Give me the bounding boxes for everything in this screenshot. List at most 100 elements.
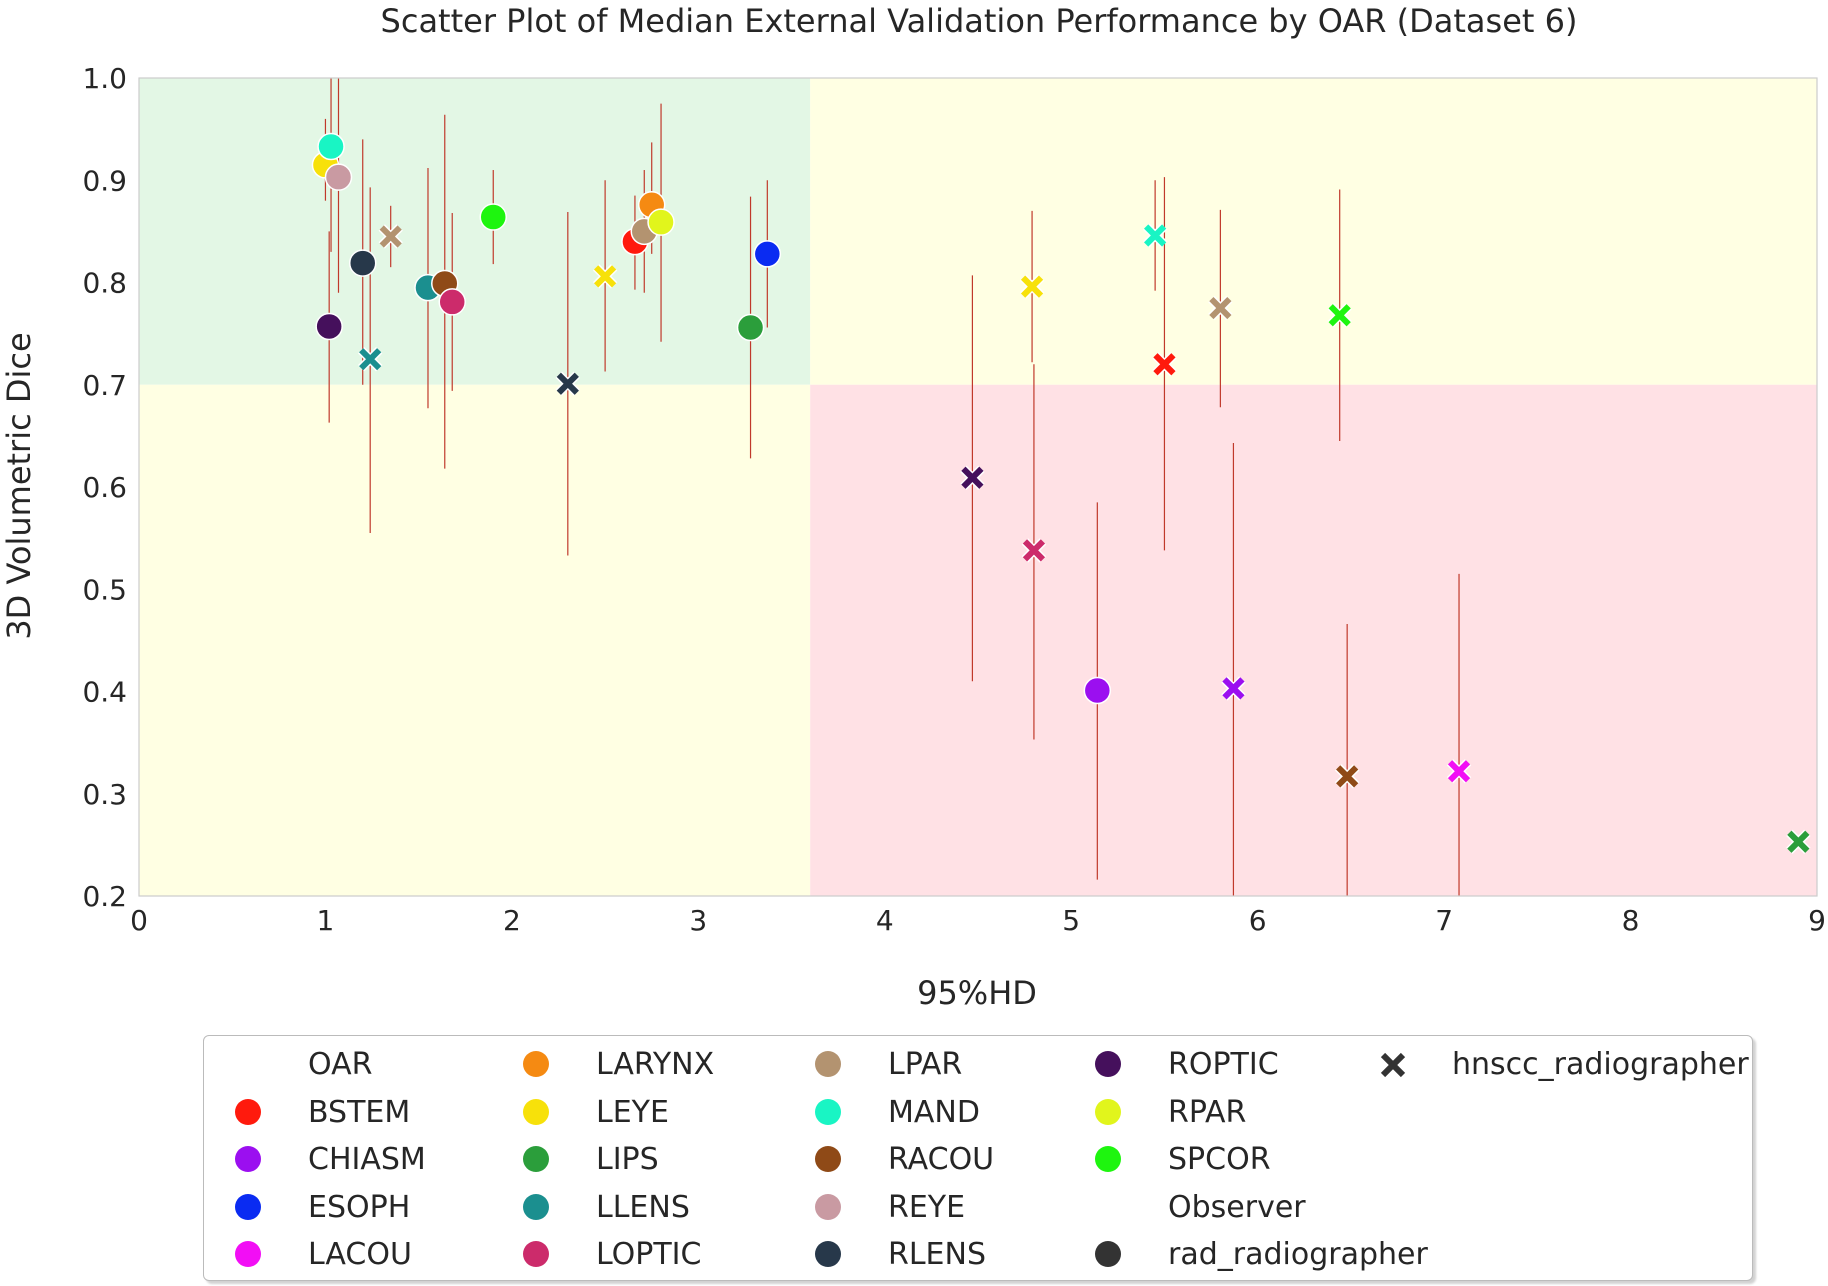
legend-marker-lpar bbox=[815, 1051, 843, 1079]
point-spcor-rad bbox=[479, 203, 507, 231]
legend-entry: rad_radiographer bbox=[1064, 1231, 1428, 1279]
point-llens-hnscc bbox=[358, 347, 383, 372]
legend-marker-loptic bbox=[523, 1241, 551, 1269]
legend-entry: LEYE bbox=[492, 1089, 792, 1137]
point-bstem-hnscc bbox=[1152, 352, 1177, 377]
legend-entry: RPAR bbox=[1064, 1089, 1364, 1137]
data-points bbox=[311, 132, 1811, 854]
y-tick-label: 0.9 bbox=[82, 164, 127, 197]
legend-label: rad_radiographer bbox=[1168, 1237, 1428, 1272]
legend: OAR BSTEM CHIASM ESOPH LACOU LARYNX LEYE LIPS LL… bbox=[203, 1035, 1753, 1281]
legend-label: MAND bbox=[888, 1094, 980, 1130]
legend-marker-esoph bbox=[235, 1193, 263, 1222]
y-tick-label: 0.8 bbox=[82, 267, 127, 300]
legend-marker-lips bbox=[523, 1146, 551, 1174]
legend-label: ROPTIC bbox=[1168, 1047, 1279, 1082]
legend-entry: RLENS bbox=[784, 1231, 1084, 1279]
legend-label: SPCOR bbox=[1168, 1142, 1271, 1177]
point-chiasm-hnscc bbox=[1221, 676, 1246, 701]
point-lpar-hnscc bbox=[378, 224, 403, 249]
legend-marker-bstem bbox=[235, 1098, 263, 1127]
y-tick-label: 0.5 bbox=[82, 573, 127, 606]
legend-label: LARYNX bbox=[596, 1047, 715, 1082]
y-tick-label: 0.4 bbox=[82, 676, 127, 709]
legend-entry: CHIASM bbox=[204, 1136, 504, 1184]
legend-marker-racou bbox=[815, 1146, 843, 1174]
point-rlens-rad bbox=[348, 249, 377, 277]
point-racou-hnscc bbox=[1334, 764, 1360, 789]
legend-marker-llens bbox=[523, 1193, 551, 1222]
legend-label: LLENS bbox=[596, 1189, 690, 1225]
region-0 bbox=[139, 78, 811, 385]
legend-entry: LACOU bbox=[204, 1231, 504, 1279]
x-tick-label: 9 bbox=[1808, 904, 1826, 937]
legend-marker-x bbox=[1379, 1051, 1407, 1079]
point-roptic-hnscc bbox=[960, 465, 985, 490]
x-tick-label: 8 bbox=[1622, 904, 1640, 937]
legend-entry: LPAR bbox=[784, 1041, 1084, 1089]
x-axis-label: 95%HD bbox=[917, 974, 1037, 1012]
y-tick-label: 0.2 bbox=[82, 880, 127, 913]
x-tick-label: 3 bbox=[689, 904, 707, 937]
point-esoph-rad bbox=[753, 240, 782, 268]
legend-label: RLENS bbox=[888, 1237, 986, 1272]
point-rlens-hnscc bbox=[555, 371, 581, 396]
x-tick-label: 1 bbox=[317, 904, 335, 937]
x-tick-label: 5 bbox=[1062, 904, 1080, 937]
point-loptic-rad bbox=[438, 288, 466, 316]
point-mand-hnscc bbox=[1142, 223, 1168, 248]
legend-marker-roptic bbox=[1095, 1051, 1123, 1079]
legend-label: hnscc_radiographer bbox=[1452, 1047, 1749, 1082]
x-tick-label: 2 bbox=[503, 904, 521, 937]
legend-label: BSTEM bbox=[308, 1094, 411, 1130]
legend-marker-larynx bbox=[523, 1051, 551, 1079]
legend-entry: BSTEM bbox=[204, 1089, 504, 1137]
legend-entry: REYE bbox=[784, 1184, 1084, 1232]
legend-entry: LLENS bbox=[492, 1184, 792, 1232]
point-reye-rad bbox=[324, 163, 353, 191]
legend-label: RPAR bbox=[1168, 1094, 1247, 1130]
point-loptic-hnscc bbox=[1021, 538, 1047, 563]
legend-entry: MAND bbox=[784, 1089, 1084, 1137]
legend-entry: hnscc_radiographer bbox=[1348, 1041, 1749, 1089]
legend-label: RACOU bbox=[888, 1142, 995, 1177]
point-leye-hnscc bbox=[1019, 274, 1045, 299]
quadrant-regions bbox=[139, 78, 1817, 896]
point-roptic-rad bbox=[315, 312, 343, 341]
legend-label: LIPS bbox=[596, 1142, 659, 1177]
point-leye-hnscc bbox=[592, 264, 618, 289]
legend-label: Observer bbox=[1168, 1189, 1306, 1225]
x-tick-label: 7 bbox=[1435, 904, 1453, 937]
legend-marker-spcor bbox=[1095, 1146, 1123, 1174]
legend-marker-reye bbox=[815, 1193, 843, 1222]
legend-entry: RACOU bbox=[784, 1136, 1084, 1184]
legend-label: OAR bbox=[308, 1047, 373, 1082]
axis-ticks: 0 1 2 3 4 5 6 7 8 9 0.2 0.3 0.4 0.5 0.6 0.7 0.8 0.9 1.0 bbox=[82, 62, 1825, 937]
legend-label: LPAR bbox=[888, 1047, 963, 1082]
legend-entry: LARYNX bbox=[492, 1041, 792, 1089]
region-3 bbox=[810, 384, 1817, 896]
legend-marker-lacou bbox=[235, 1241, 263, 1269]
y-tick-label: 1.0 bbox=[82, 62, 127, 95]
legend-label: ESOPH bbox=[308, 1189, 411, 1225]
y-tick-label: 0.6 bbox=[82, 471, 127, 504]
legend-marker-mand bbox=[815, 1098, 843, 1127]
legend-entry: LOPTIC bbox=[492, 1231, 792, 1279]
legend-entry: LIPS bbox=[492, 1136, 792, 1184]
point-lips-hnscc bbox=[1786, 829, 1811, 854]
legend-marker-circle bbox=[1095, 1241, 1123, 1269]
legend-title: OAR bbox=[204, 1041, 504, 1089]
point-rpar-rad bbox=[647, 208, 675, 236]
legend-title: Observer bbox=[1064, 1184, 1364, 1232]
point-spcor-hnscc bbox=[1327, 303, 1352, 328]
legend-marker-rpar bbox=[1095, 1098, 1123, 1127]
region-1 bbox=[810, 78, 1817, 385]
point-chiasm-rad bbox=[1083, 676, 1112, 705]
legend-label: CHIASM bbox=[308, 1142, 426, 1177]
x-tick-label: 4 bbox=[876, 904, 894, 937]
legend-entry: ROPTIC bbox=[1064, 1041, 1364, 1089]
point-lpar-hnscc bbox=[1208, 295, 1233, 321]
point-mand-rad bbox=[317, 132, 345, 161]
x-tick-label: 0 bbox=[130, 904, 148, 937]
